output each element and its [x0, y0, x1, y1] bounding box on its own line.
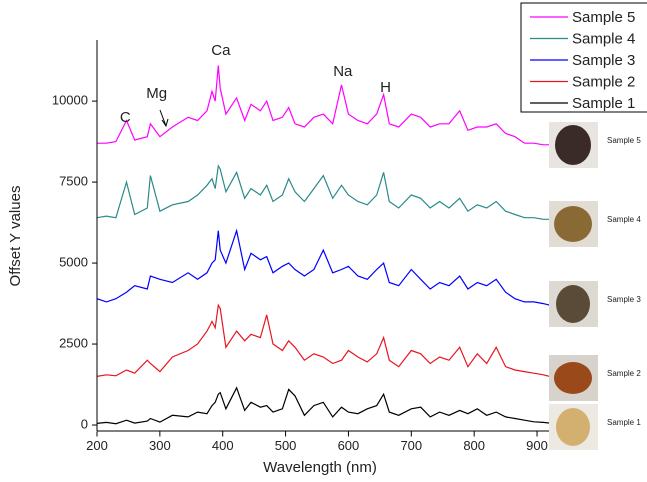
annotation: Ca: [211, 42, 231, 59]
annotation-arrow: [159, 109, 169, 128]
sample-photos: [549, 122, 598, 450]
spectrum-line: [97, 164, 549, 220]
annotation: Na: [333, 63, 353, 80]
x-tick-label: 700: [400, 438, 422, 453]
plot-area: [97, 65, 549, 425]
legend-label: Sample 2: [572, 74, 635, 91]
x-tick-label: 900: [526, 438, 548, 453]
x-tick-label: 600: [338, 438, 360, 453]
stone: [556, 408, 590, 446]
stone: [556, 285, 590, 323]
y-tick-label: 10000: [52, 93, 88, 108]
x-tick-label: 500: [275, 438, 297, 453]
spectrum-line: [97, 303, 549, 377]
photo-label: Sample 1: [607, 418, 641, 427]
y-tick-label: 5000: [59, 255, 88, 270]
x-tick-label: 400: [212, 438, 234, 453]
stone: [554, 206, 592, 242]
legend-box: [520, 2, 647, 113]
y-tick-label: 2500: [59, 335, 88, 350]
legend-label: Sample 5: [572, 9, 635, 26]
annotation: C: [120, 109, 131, 126]
spectrum-line: [97, 65, 549, 146]
y-axis-label: Offset Y values: [7, 186, 24, 287]
annotation: Mg: [146, 85, 167, 102]
spectrum-line: [97, 228, 549, 306]
legend: Sample 5 Sample 4 Sample 3 Sample 2 Sample 1: [530, 9, 635, 112]
photo-label: Sample 5: [607, 136, 641, 145]
photo-label: Sample 3: [607, 295, 641, 304]
y-tick-label: 0: [81, 416, 88, 431]
stone: [555, 125, 591, 165]
photo-label: Sample 2: [607, 369, 641, 378]
x-tick-label: 800: [463, 438, 485, 453]
x-tick-label: 300: [149, 438, 171, 453]
legend-label: Sample 1: [572, 95, 635, 112]
legend-label: Sample 3: [572, 52, 635, 69]
stone: [554, 362, 592, 394]
photo-label: Sample 4: [607, 215, 641, 224]
spectrum-line: [97, 386, 549, 425]
annotation: H: [380, 79, 391, 96]
x-tick-label: 200: [86, 438, 108, 453]
y-tick-label: 7500: [59, 174, 88, 189]
legend-label: Sample 4: [572, 31, 635, 48]
x-axis-label: Wavelength (nm): [263, 459, 377, 476]
